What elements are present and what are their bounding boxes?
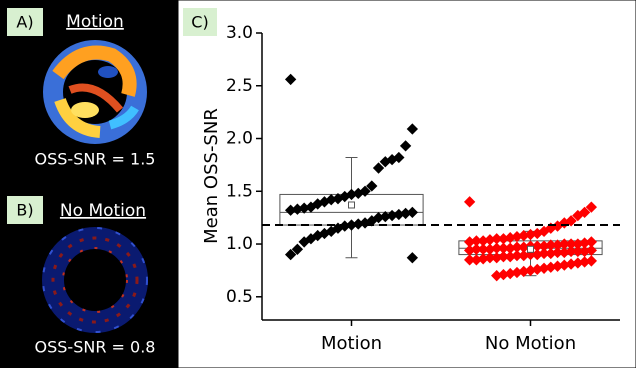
- mean: [528, 246, 534, 252]
- panel-label: B): [16, 201, 33, 220]
- y-tick-label: 2.0: [226, 129, 253, 149]
- x-tick-label: Motion: [321, 333, 382, 354]
- panel-label: A): [16, 13, 33, 32]
- y-tick-label: 1.5: [226, 181, 253, 201]
- y-tick-label: 0.5: [226, 287, 253, 307]
- x-tick-label: No Motion: [485, 333, 576, 354]
- y-tick-label: 3.0: [226, 23, 253, 43]
- panel-caption: OSS-SNR = 0.8: [35, 338, 156, 357]
- panel-title: No Motion: [60, 201, 146, 221]
- y-tick-label: 1.0: [226, 234, 253, 254]
- figure-svg: A) Motion OSS-SNR = 1.5 B) No Motion OSS…: [0, 0, 636, 368]
- figure: A) Motion OSS-SNR = 1.5 B) No Motion OSS…: [0, 0, 636, 368]
- panel-label: C): [191, 13, 208, 32]
- panel-title: Motion: [66, 12, 124, 32]
- y-tick-label: 2.5: [226, 76, 253, 96]
- panel-caption: OSS-SNR = 1.5: [35, 150, 156, 169]
- mean: [349, 202, 355, 208]
- y-axis-label: Mean OSS-SNR: [201, 108, 222, 244]
